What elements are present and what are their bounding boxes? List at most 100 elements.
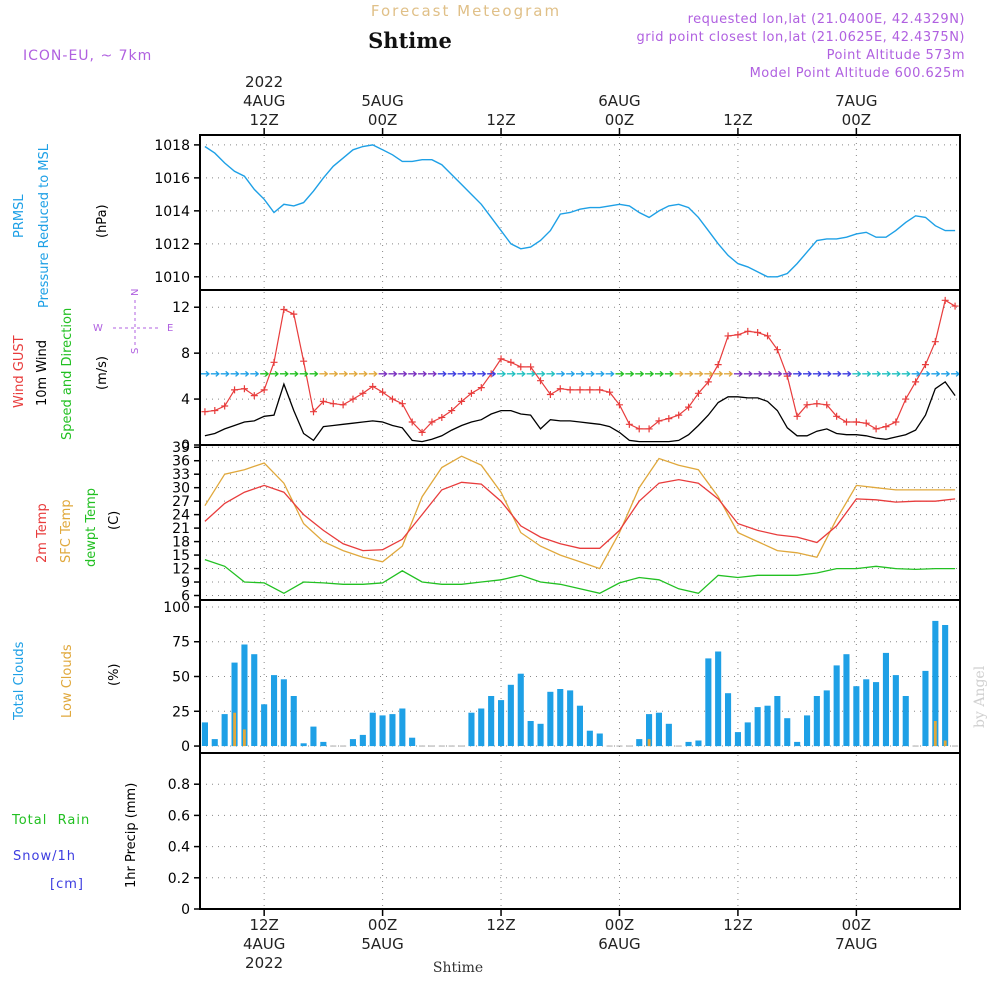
wind-direction-arrow [832, 370, 842, 377]
gust-marker [813, 400, 821, 408]
wind-direction-arrow [812, 370, 822, 377]
total-cloud-bar [636, 739, 643, 747]
x-tick-label-top: 2022 [245, 73, 283, 91]
total-cloud-bar [882, 652, 889, 747]
gust-marker [467, 389, 475, 397]
compass-w: W [93, 323, 103, 334]
footer-location: Shtime [433, 960, 483, 976]
grid-layer [200, 137, 960, 910]
wind-direction-arrow [230, 370, 240, 377]
total-cloud-bar [409, 737, 416, 746]
grid-point-coords: grid point closest lon,lat (21.0625E, 42… [637, 30, 965, 45]
wind-direction-arrow [941, 370, 951, 377]
x-tick-label-bottom: 2022 [245, 954, 283, 972]
gust-marker [912, 378, 920, 386]
gust-marker [428, 418, 436, 426]
wind-direction-arrow [576, 370, 586, 377]
wind-direction-arrow [467, 370, 477, 377]
data-layer [200, 144, 961, 910]
total-cloud-bar [399, 708, 406, 747]
wind-direction-arrow [615, 370, 625, 377]
y-tick-label: 0.2 [168, 871, 190, 887]
gust-marker [665, 415, 673, 423]
gust-marker [764, 332, 772, 340]
gust-marker [448, 407, 456, 415]
wind-direction-arrow [852, 370, 862, 377]
y-tick-label: 25 [172, 704, 190, 720]
x-tick-label-bottom: 7AUG [835, 935, 877, 953]
temp2m-line [204, 478, 956, 552]
y-tick-label: 1010 [154, 270, 190, 286]
gust-marker [339, 401, 347, 409]
gust-marker [270, 358, 278, 366]
wind-direction-arrow [595, 370, 605, 377]
total-cloud-bar [932, 620, 939, 747]
wind-direction-arrow [526, 370, 536, 377]
total-cloud-bar [695, 740, 702, 747]
wind-direction-arrow [378, 370, 388, 377]
gust-marker [231, 386, 239, 394]
low-cloud-bar [233, 712, 236, 747]
x-tick-label-bottom: 00Z [842, 916, 871, 934]
total-cloud-bar [547, 691, 554, 746]
wind-direction-arrow [497, 370, 507, 377]
gust-marker [833, 412, 841, 420]
wind-direction-arrow [358, 370, 368, 377]
wind-direction-arrow [566, 370, 576, 377]
gust-marker [902, 395, 910, 403]
dewpt-label: dewpt Temp [84, 488, 99, 567]
gust-marker [931, 338, 939, 346]
total-cloud-bar [922, 670, 929, 746]
snow-unit-label: [cm] [50, 877, 84, 892]
gust-label: Wind GUST [12, 335, 27, 408]
total-cloud-bar [201, 722, 208, 746]
x-tick-label-bottom: 12Z [486, 916, 515, 934]
total-cloud-bar [754, 707, 761, 746]
gust-marker [566, 386, 574, 394]
compass-e: E [167, 323, 173, 334]
y-tick-label: 30 [172, 481, 190, 497]
gust-marker [685, 403, 693, 411]
x-tick-label-top: 7AUG [835, 92, 877, 110]
y-tick-label: 1012 [154, 237, 190, 253]
y-tick-label: 1014 [154, 204, 190, 220]
gust-marker [714, 361, 722, 369]
gust-marker [379, 388, 387, 396]
y-tick-label: 39 [172, 440, 190, 456]
wind-direction-arrow [388, 370, 398, 377]
total-cloud-bar [507, 684, 514, 746]
wind-direction-arrow [881, 370, 891, 377]
total-cloud-bar [813, 696, 820, 747]
y-tick-label: 50 [172, 670, 190, 686]
model-name: ICON-EU, ~ 7km [23, 48, 152, 64]
total-cloud-bar [527, 721, 534, 746]
wind-direction-arrow [733, 370, 743, 377]
watermark: by Angel [972, 665, 988, 728]
wind-direction-arrow [842, 370, 852, 377]
total-cloud-bar [231, 662, 238, 747]
gust-marker [458, 397, 466, 405]
gust-marker [280, 306, 288, 314]
total-cloud-bar [833, 665, 840, 747]
wind-direction-arrow [585, 370, 595, 377]
gust-marker [527, 363, 535, 371]
gust-marker [675, 411, 683, 419]
snow-label: Snow/1h [13, 849, 76, 864]
gust-marker [606, 388, 614, 396]
y-tick-label: 27 [172, 494, 190, 510]
total-cloud-bar [310, 726, 317, 747]
x-tick-label-bottom: 00Z [605, 916, 634, 934]
y-tick-label: 21 [172, 521, 190, 537]
total-cloud-bar [823, 690, 830, 746]
total-cloud-bar [863, 679, 870, 747]
wind-direction-arrow [773, 370, 783, 377]
x-tick-label-top: 4AUG [243, 92, 285, 110]
x-tick-label-top: 12Z [249, 111, 278, 129]
gust-marker [941, 296, 949, 304]
wind-direction-arrow [625, 370, 635, 377]
wind-direction-arrow [684, 370, 694, 377]
wind-direction-arrow [674, 370, 684, 377]
wind-direction-arrow [803, 370, 813, 377]
gust-marker [477, 384, 485, 392]
y-tick-label: 9 [181, 575, 190, 591]
